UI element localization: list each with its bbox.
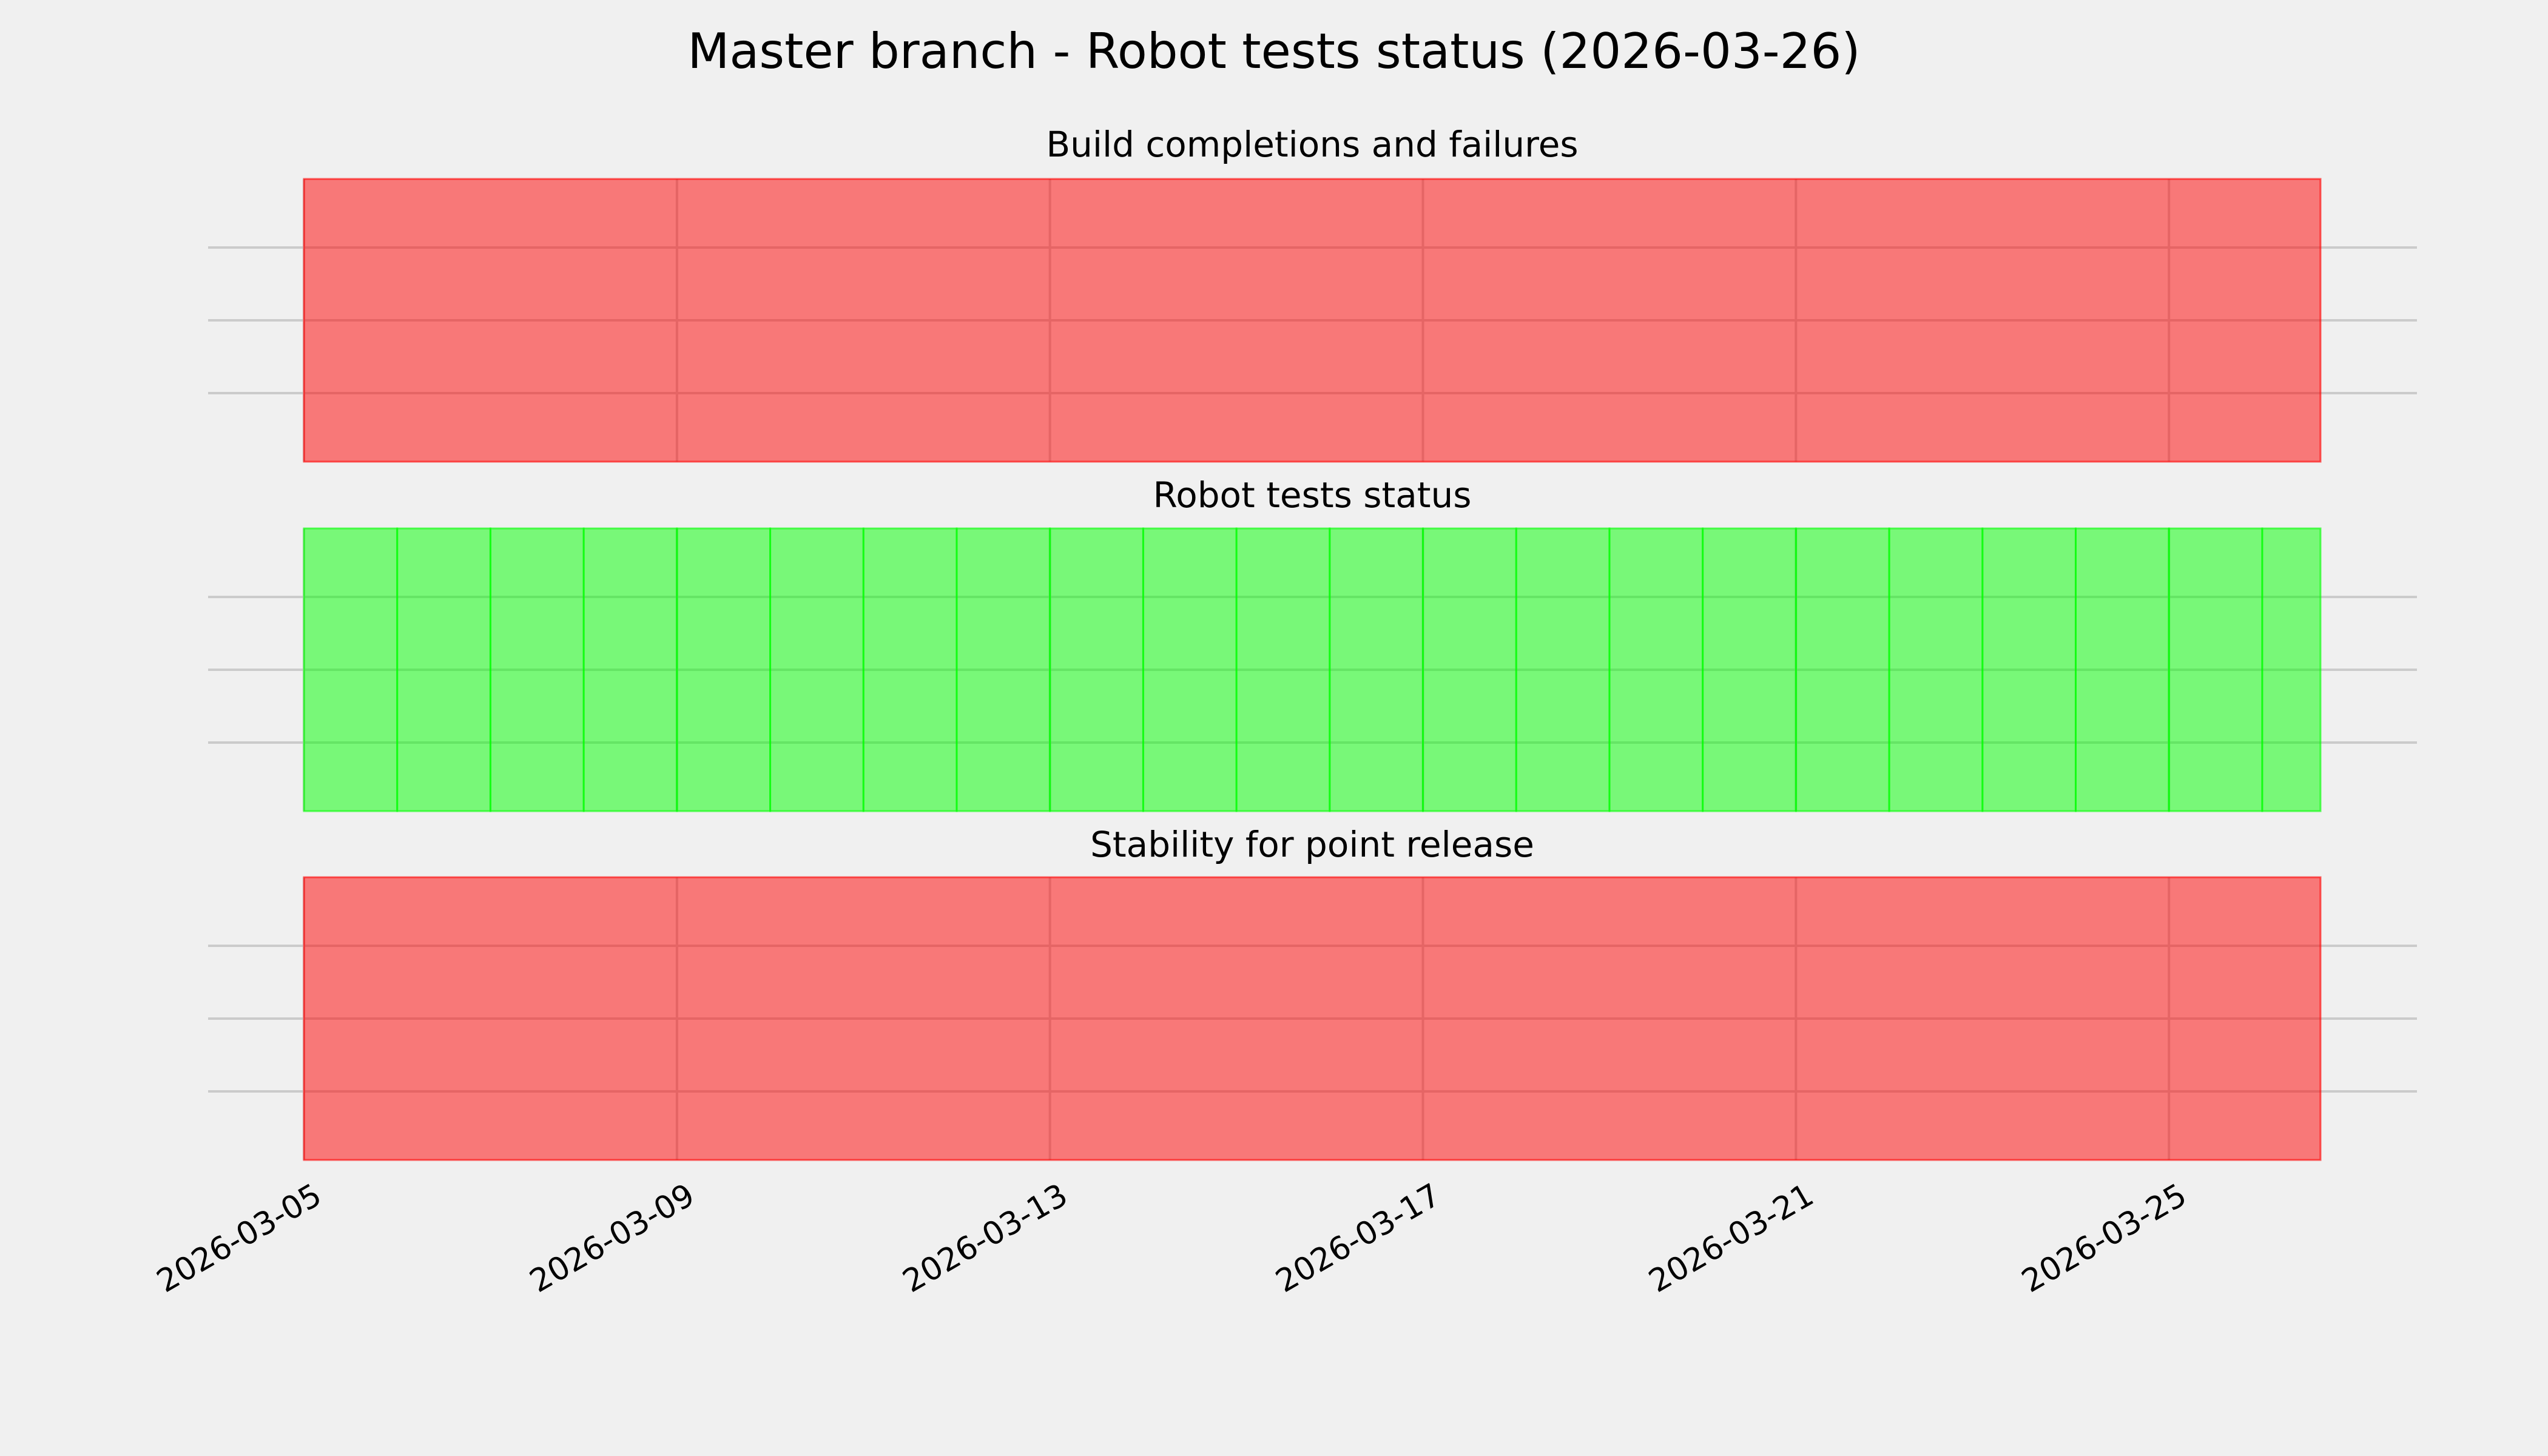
status-span-pass — [1329, 527, 1424, 812]
status-span-pass — [1049, 527, 1144, 812]
status-span-pass — [676, 527, 772, 812]
status-span-pass — [956, 527, 1051, 812]
status-span-pass — [2261, 527, 2322, 812]
chart-title: Master branch - Robot tests status (2026… — [687, 23, 1860, 79]
status-span-pass — [1608, 527, 1704, 812]
panel-title-stability: Stability for point release — [1090, 824, 1534, 865]
status-span-pass — [1515, 527, 1611, 812]
status-span-pass — [303, 527, 399, 812]
status-span-fail — [303, 876, 2322, 1161]
status-span-pass — [489, 527, 585, 812]
status-span-pass — [582, 527, 678, 812]
status-span-pass — [862, 527, 958, 812]
panels — [208, 178, 2417, 1161]
panel — [208, 178, 2417, 463]
status-span-pass — [1235, 527, 1331, 812]
status-span-pass — [396, 527, 491, 812]
panel-title-robot-tests: Robot tests status — [1153, 474, 1472, 516]
status-span-pass — [1981, 527, 2077, 812]
status-span-pass — [1142, 527, 1238, 812]
panel-title-builds: Build completions and failures — [1046, 124, 1578, 165]
status-span-pass — [1888, 527, 1984, 812]
status-span-pass — [1795, 527, 1890, 812]
status-span-fail — [303, 178, 2322, 463]
panel — [208, 527, 2417, 812]
panel — [208, 876, 2417, 1161]
status-span-pass — [1422, 527, 1517, 812]
status-span-pass — [2168, 527, 2263, 812]
status-span-pass — [1702, 527, 1797, 812]
status-span-pass — [769, 527, 864, 812]
status-span-pass — [2075, 527, 2170, 812]
